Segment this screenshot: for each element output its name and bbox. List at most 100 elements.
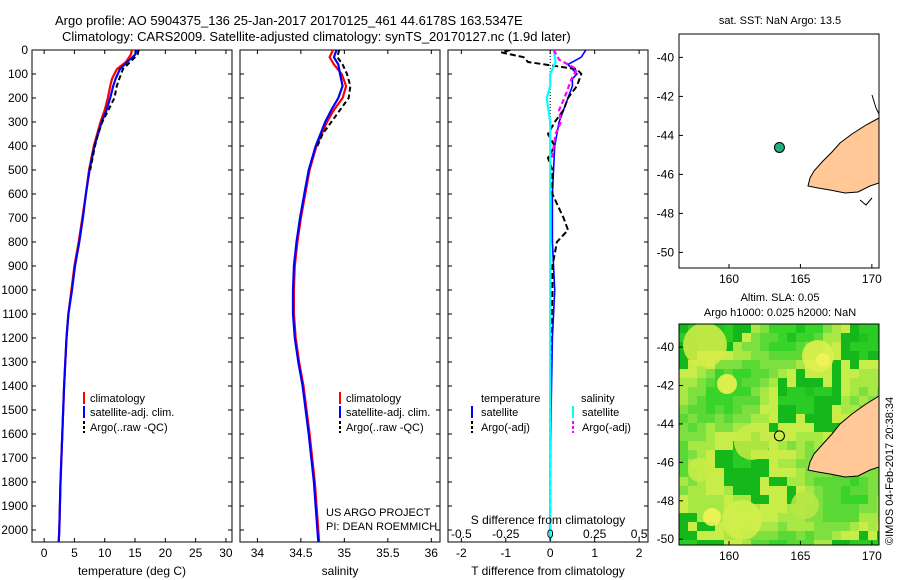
map-y-tick-label: -40 [657, 340, 675, 354]
sla-cell [706, 396, 715, 405]
s-tick-label: -0.25 [492, 527, 520, 541]
sla-cell [742, 414, 751, 423]
sla-cell [823, 504, 832, 513]
sla-cell [724, 369, 733, 378]
legend-label-argo: Argo(..raw -QC) [90, 422, 168, 434]
sla-cell [868, 324, 877, 333]
sla-cell [832, 351, 841, 360]
sla-cell [796, 432, 805, 441]
sla-cell [796, 351, 805, 360]
sla-cell [679, 405, 688, 414]
s-tick-label: -0.5 [451, 527, 472, 541]
sla-cell [796, 378, 805, 387]
sla-cell [733, 468, 742, 477]
sla-cell [841, 342, 850, 351]
sla-cell [868, 486, 877, 495]
sla-anomaly-peak [816, 353, 830, 367]
sla-cell [742, 477, 751, 486]
sla-cell [859, 486, 868, 495]
sla-cell [724, 342, 733, 351]
sla-map-panel: Altim. SLA: 0.05 Argo h1000: 0.025 h2000… [657, 292, 896, 563]
sla-cell [805, 486, 814, 495]
sla-cell [850, 486, 859, 495]
sla-cell [778, 459, 787, 468]
sla-cell [769, 324, 778, 333]
sla-cell [787, 531, 796, 540]
legend-label-climatology: climatology [346, 393, 402, 405]
sla-cell [814, 432, 823, 441]
sla-cell [868, 468, 877, 477]
difference-ticks: -2 -1 0 1 2 -0.5 -0.25 0 0.25 0.5 [448, 49, 648, 560]
sla-cell [715, 405, 724, 414]
sla-cell [733, 405, 742, 414]
sla-cell [706, 459, 715, 468]
legend-label-satellite: satellite-adj. clim. [346, 407, 430, 419]
salinity-ticks: 34 34.5 35 35.5 36 [240, 49, 440, 560]
sla-cell [877, 504, 879, 513]
sla-cell [850, 360, 859, 369]
sla-cell [841, 486, 850, 495]
y-tick-label: 1300 [1, 355, 28, 369]
sla-cell [697, 513, 706, 522]
sla-cell [769, 531, 778, 540]
y-tick-label: 900 [8, 259, 28, 273]
sla-cell [805, 405, 814, 414]
sla-cell [742, 387, 751, 396]
sla-cell [769, 477, 778, 486]
map-x-tick-label: 160 [719, 272, 739, 286]
sla-cell [877, 342, 879, 351]
sla-cell [787, 396, 796, 405]
sla-cell [832, 477, 841, 486]
sla-cell [850, 540, 859, 545]
salinity-xlabel: salinity [322, 564, 359, 578]
map-y-tick-label: -48 [657, 206, 675, 220]
sla-cell [733, 351, 742, 360]
sla-cell [760, 477, 769, 486]
sla-cell [724, 360, 733, 369]
sla-cell [841, 360, 850, 369]
sla-cell [733, 396, 742, 405]
sla-cell [679, 441, 688, 450]
sla-cell [769, 333, 778, 342]
sla-argo-marker [773, 430, 785, 442]
salinity-legend: climatology satellite-adj. clim. Argo(..… [339, 392, 430, 434]
sla-cell [859, 387, 868, 396]
sla-cell [769, 351, 778, 360]
y-tick-label: 1100 [2, 307, 28, 321]
sla-cell [841, 495, 850, 504]
sla-cell [760, 360, 769, 369]
sla-cell [724, 477, 733, 486]
sla-cell [787, 378, 796, 387]
sla-cell [715, 387, 724, 396]
sst-map-island-line-2 [859, 197, 873, 206]
sla-cell [778, 333, 787, 342]
sla-cell [850, 396, 859, 405]
sla-cell [787, 477, 796, 486]
sla-cell [724, 531, 733, 540]
sla-cell [751, 378, 760, 387]
sla-cell [742, 459, 751, 468]
sla-cell [724, 459, 733, 468]
sla-cell [742, 369, 751, 378]
sla-cell [724, 351, 733, 360]
sla-cell [679, 423, 688, 432]
sla-cell [814, 477, 823, 486]
legend-label-sal-argo: Argo(-adj) [582, 422, 631, 434]
sla-cell [823, 540, 832, 545]
sla-cell [724, 405, 733, 414]
sla-map-title-2: Argo h1000: 0.025 h2000: NaN [704, 307, 856, 319]
sla-cell [706, 432, 715, 441]
sla-cell [679, 522, 688, 531]
y-tick-label: 1900 [1, 499, 28, 513]
sla-cell [760, 324, 769, 333]
sla-cell [868, 513, 877, 522]
sla-cell [859, 342, 868, 351]
sla-cell [814, 531, 823, 540]
sla-cell [760, 351, 769, 360]
map-x-tick-label: 165 [790, 549, 810, 563]
sla-cell [805, 396, 814, 405]
sla-cell [724, 441, 733, 450]
sla-cell [679, 540, 688, 545]
sla-cell [724, 495, 733, 504]
sla-cell [796, 324, 805, 333]
